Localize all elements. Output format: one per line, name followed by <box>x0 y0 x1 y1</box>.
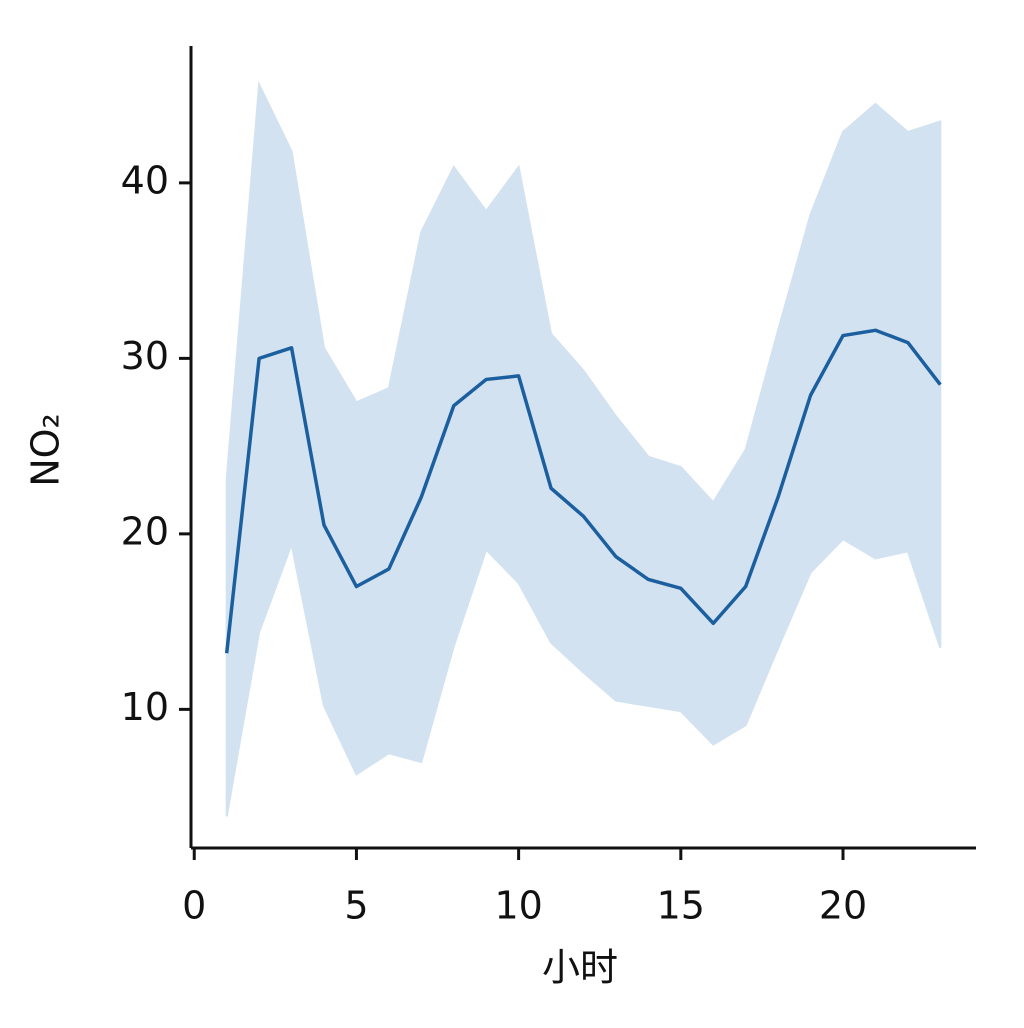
y-tick-label: 40 <box>121 158 169 202</box>
line <box>224 328 942 654</box>
x-tick-label: 20 <box>819 884 867 928</box>
x-tick-label: 5 <box>344 884 368 928</box>
x-tick-label: 10 <box>494 884 542 928</box>
x-tick-label: 15 <box>657 884 705 928</box>
x-tick-label: 0 <box>182 884 206 928</box>
confidence-band <box>225 80 942 817</box>
y-tick-label: 20 <box>121 509 169 553</box>
y-axis-label: NO₂ <box>24 413 68 487</box>
y-tick-label: 30 <box>121 334 169 378</box>
x-axis-label: 小时 <box>542 946 618 990</box>
y-tick-label: 10 <box>121 685 169 729</box>
